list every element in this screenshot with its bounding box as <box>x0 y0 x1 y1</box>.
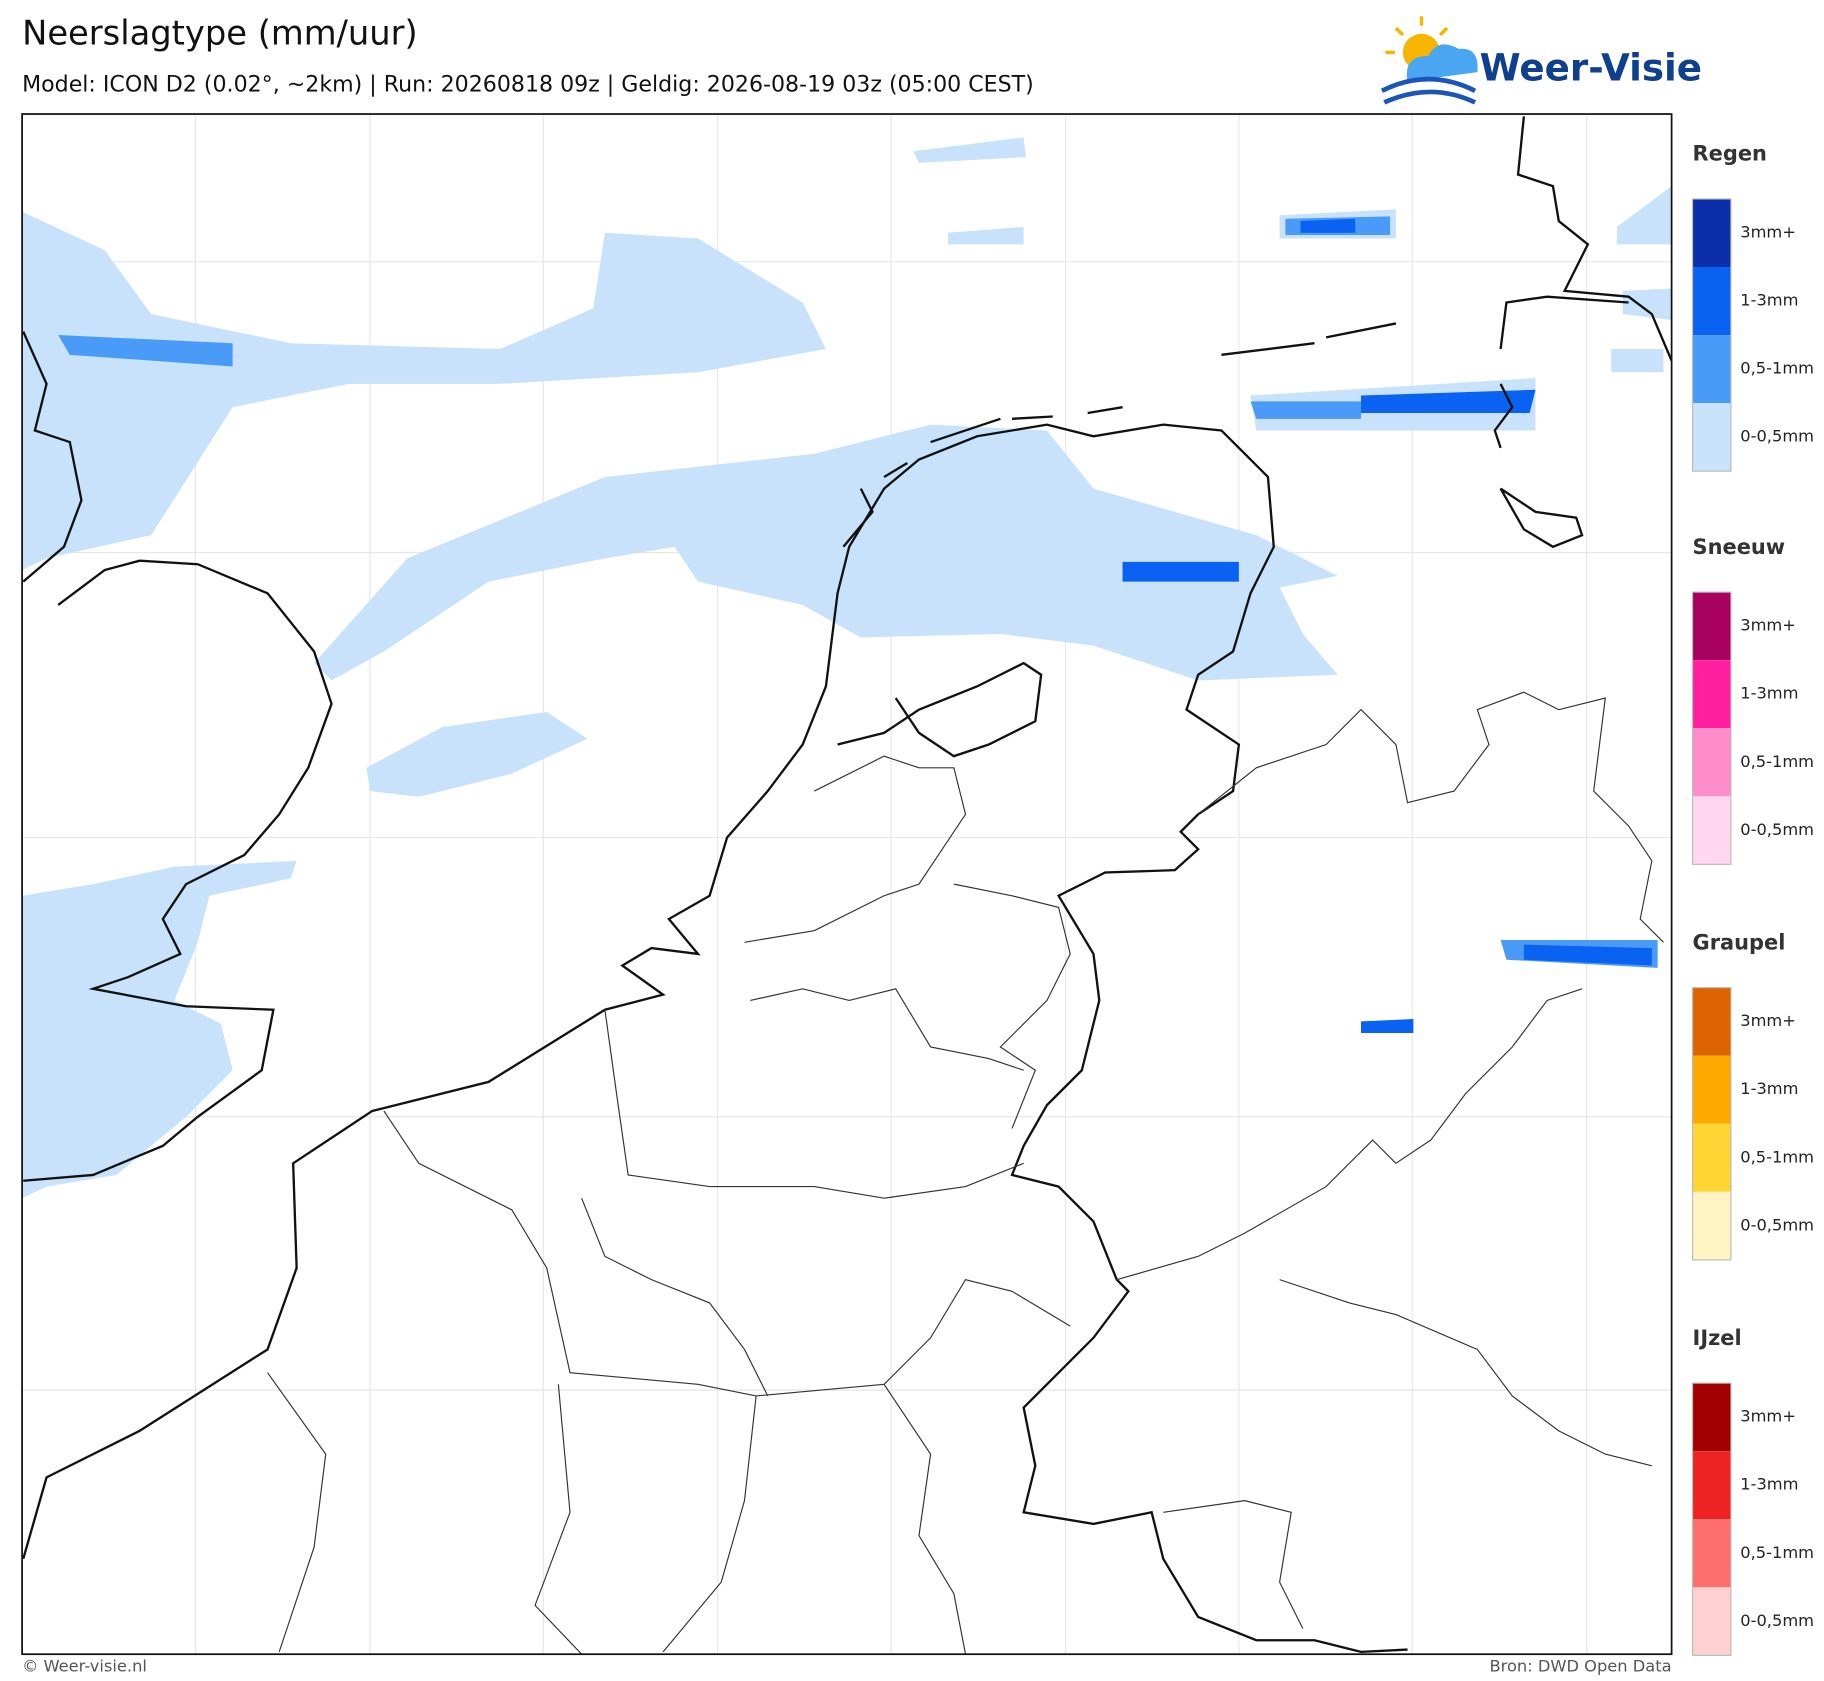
legend-label: 3mm+ <box>1740 1011 1796 1030</box>
legend-swatch <box>1692 1451 1731 1520</box>
legend-swatch <box>1692 267 1731 336</box>
legend-label: 0,5-1mm <box>1740 359 1814 378</box>
footer-right: Bron: DWD Open Data <box>1489 1657 1671 1676</box>
legend-label: 0-0,5mm <box>1740 1215 1814 1234</box>
legend-title: Regen <box>1693 142 1767 166</box>
legend-swatch <box>1692 1383 1731 1452</box>
legend-label: 3mm+ <box>1740 1407 1796 1426</box>
legend: Regen 3mm+ 1-3mm 0,5-1mm 0-0,5mm Sneeuw 3mm+ 1-… <box>1691 142 1814 1656</box>
legend-swatch <box>1692 987 1731 1056</box>
legend-swatch <box>1692 1519 1731 1588</box>
subtitle: Model: ICON D2 (0.02°, ~2km) | Run: 2026… <box>22 71 1034 97</box>
legend-label: 0-0,5mm <box>1740 427 1814 446</box>
legend-label: 1-3mm <box>1740 1079 1798 1098</box>
legend-frame <box>1691 198 1732 472</box>
legend-title: Graupel <box>1693 930 1786 954</box>
map <box>21 113 1673 1656</box>
title: Neerslagtype (mm/uur) <box>22 13 418 52</box>
legend-swatch <box>1692 335 1731 404</box>
legend-frame <box>1691 591 1732 865</box>
legend-label: 3mm+ <box>1740 616 1796 635</box>
legend-label: 0,5-1mm <box>1740 1543 1814 1562</box>
legend-swatch <box>1692 1055 1731 1124</box>
legend-swatch <box>1692 796 1731 865</box>
legend-label: 1-3mm <box>1740 1475 1798 1494</box>
legend-title: IJzel <box>1693 1326 1742 1350</box>
legend-label: 3mm+ <box>1740 222 1796 241</box>
legend-frame <box>1691 1382 1732 1656</box>
legend-swatch <box>1692 1123 1731 1192</box>
footer-left: © Weer-visie.nl <box>22 1657 147 1676</box>
legend-label: 0,5-1mm <box>1740 1147 1814 1166</box>
legend-swatch <box>1692 1191 1731 1260</box>
legend-swatch <box>1692 198 1731 268</box>
legend-label: 0,5-1mm <box>1740 752 1814 771</box>
legend-frame <box>1691 987 1732 1261</box>
legend-label: 0-0,5mm <box>1740 820 1814 839</box>
logo-text: Weer-Visie <box>1480 45 1702 89</box>
legend-swatch <box>1692 592 1731 661</box>
legend-swatch <box>1692 660 1731 729</box>
legend-swatch <box>1692 1587 1731 1656</box>
legend-title: Sneeuw <box>1693 535 1786 559</box>
legend-swatch <box>1692 403 1731 472</box>
legend-label: 0-0,5mm <box>1740 1611 1814 1630</box>
legend-label: 1-3mm <box>1740 291 1798 310</box>
legend-label: 1-3mm <box>1740 684 1798 703</box>
logo: Weer-Visie <box>1380 16 1702 105</box>
legend-swatch <box>1692 728 1731 797</box>
